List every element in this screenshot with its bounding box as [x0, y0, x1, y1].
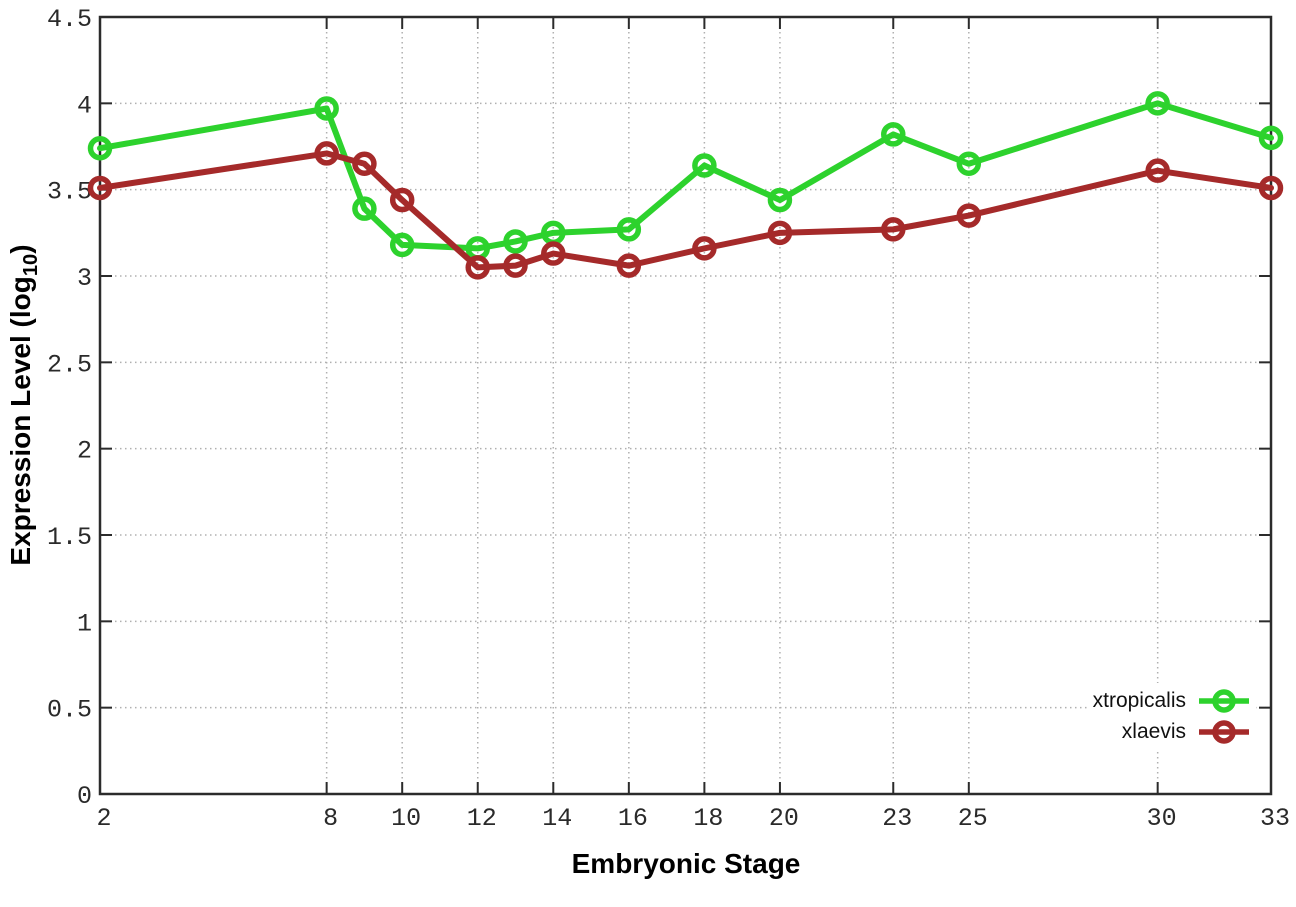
x-tick-label: 20 [769, 804, 799, 833]
y-tick-label: 2 [77, 437, 92, 466]
y-axis-label: Expression Level (log10) [5, 244, 43, 565]
y-tick-label: 3 [77, 264, 92, 293]
y-tick-label: 0.5 [47, 696, 92, 725]
series-line-xlaevis [97, 150, 1274, 271]
x-tick-label: 14 [542, 804, 572, 833]
x-tick-label: 2 [96, 804, 111, 833]
data-point-xtropicalis [1145, 91, 1170, 116]
x-axis-label: Embryonic Stage [571, 848, 801, 879]
data-point-xtropicalis [616, 217, 642, 242]
x-tick-label: 12 [467, 804, 497, 833]
data-point-xlaevis [956, 203, 982, 228]
y-tick-label: 1.5 [47, 523, 92, 552]
data-point-xlaevis [314, 141, 339, 166]
data-point-xlaevis [389, 187, 415, 213]
legend-item-xtropicalis: xtropicalis [1093, 685, 1252, 716]
legend: xtropicalis xlaevis [1088, 683, 1256, 749]
legend-item-xlaevis: xlaevis [1093, 716, 1252, 747]
data-point-xlaevis [541, 241, 566, 266]
data-point-xlaevis [616, 253, 642, 278]
legend-label-xlaevis: xlaevis [1121, 719, 1186, 743]
x-tick-label: 16 [618, 804, 648, 833]
plot-border [98, 15, 1273, 796]
legend-label-xtropicalis: xtropicalis [1092, 688, 1186, 712]
data-point-xtropicalis [503, 229, 528, 254]
y-tick-label: 4 [77, 91, 92, 120]
data-point-xlaevis [503, 253, 528, 278]
data-point-xtropicalis [87, 135, 113, 161]
y-axis-label-main: Expression Level (log [5, 276, 37, 566]
x-tick-label: 23 [882, 804, 912, 833]
data-point-xtropicalis [314, 96, 339, 121]
x-tick-label: 33 [1260, 804, 1290, 833]
data-point-xtropicalis [881, 122, 906, 147]
data-point-xlaevis [1258, 175, 1284, 201]
data-point-xlaevis [352, 151, 377, 177]
y-axis-label-subscript: 10 [19, 253, 42, 277]
y-tick-label: 0 [77, 782, 92, 811]
x-tick-label: 10 [391, 804, 421, 833]
y-tick-label: 4.5 [47, 5, 92, 34]
data-point-xtropicalis [352, 196, 377, 221]
data-point-xtropicalis [767, 187, 793, 213]
y-axis-label-close: ) [5, 244, 37, 254]
data-point-xtropicalis [692, 153, 717, 178]
data-point-xtropicalis [389, 232, 415, 258]
legend-marker-xlaevis-icon [1199, 719, 1249, 744]
y-tick-label: 2.5 [47, 350, 92, 379]
legend-marker-xtropicalis-icon [1199, 688, 1249, 713]
data-point-xlaevis [692, 236, 717, 261]
x-tick-label: 8 [323, 804, 338, 833]
data-point-xlaevis [87, 175, 113, 201]
data-point-xtropicalis [956, 151, 982, 177]
data-point-xlaevis [881, 217, 906, 242]
data-point-xtropicalis [1258, 125, 1284, 151]
x-tick-label: 18 [693, 804, 723, 833]
x-tick-label: 30 [1147, 804, 1177, 833]
y-tick-label: 3.5 [47, 178, 92, 207]
series-line-xtropicalis [97, 100, 1274, 252]
y-tick-label: 1 [77, 609, 92, 638]
data-point-xlaevis [465, 255, 490, 280]
data-point-xlaevis [767, 220, 793, 246]
x-tick-label: 25 [958, 804, 988, 833]
data-point-xlaevis [1145, 158, 1170, 183]
